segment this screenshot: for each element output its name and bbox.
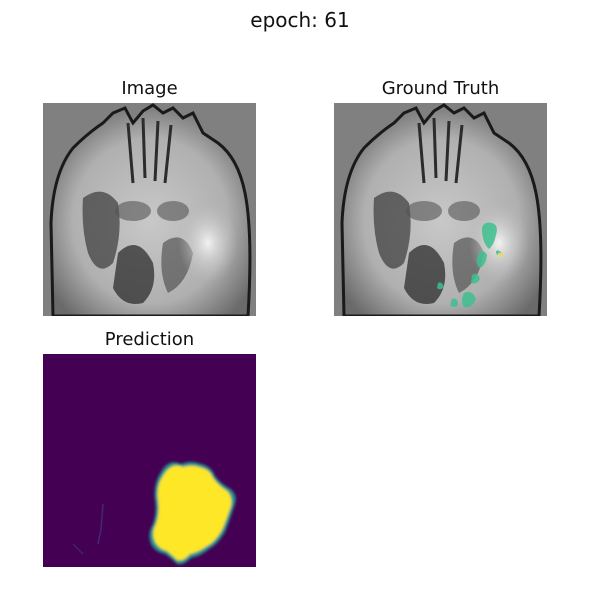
ground-truth-mask [437, 222, 502, 308]
prediction-panel [43, 354, 256, 567]
prediction-panel-title: Prediction [104, 329, 195, 350]
ground-truth-mask-accent [498, 253, 503, 257]
image-panel-title: Image [121, 78, 178, 99]
prediction-region [149, 462, 236, 565]
ground-truth-image [334, 103, 547, 316]
mri-image [43, 103, 256, 316]
ground-truth-panel [334, 103, 547, 316]
ground-truth-panel-title: Ground Truth [381, 78, 500, 99]
figure-title: epoch: 61 [250, 8, 350, 32]
mri-image-panel [43, 103, 256, 316]
prediction-heatmap [43, 354, 256, 567]
